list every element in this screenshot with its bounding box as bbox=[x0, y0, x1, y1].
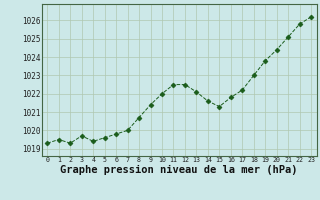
X-axis label: Graphe pression niveau de la mer (hPa): Graphe pression niveau de la mer (hPa) bbox=[60, 165, 298, 175]
